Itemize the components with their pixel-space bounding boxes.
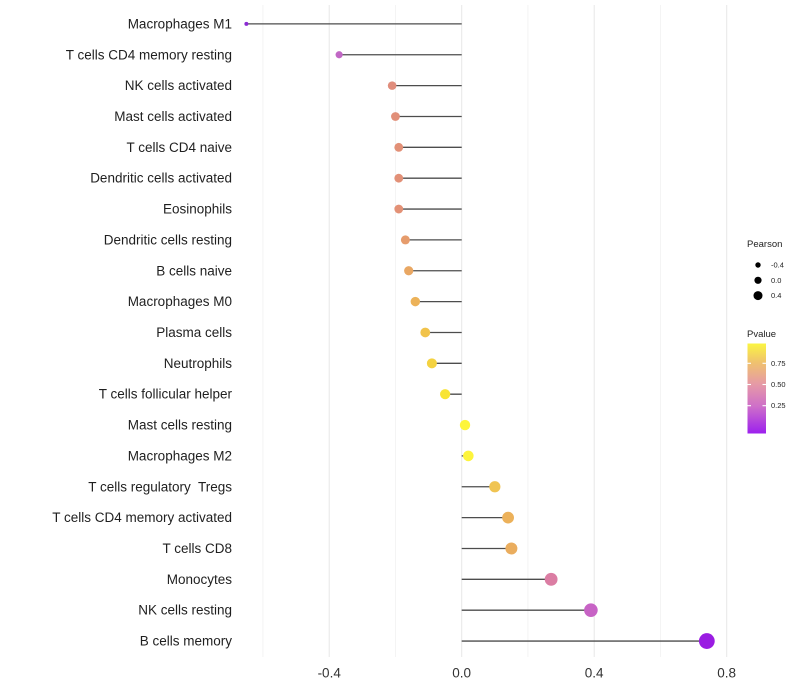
category-label: B cells naive [156, 263, 232, 278]
lollipop-dot [244, 21, 249, 26]
color-legend-title: Pvalue [747, 329, 776, 340]
color-legend-label: 0.50 [771, 380, 786, 389]
category-label: B cells memory [140, 634, 233, 649]
category-label: Macrophages M2 [128, 448, 232, 463]
lollipop-dot [420, 327, 431, 338]
x-tick-label: 0.8 [717, 666, 736, 681]
lollipop-dot [698, 633, 715, 649]
category-label: NK cells resting [138, 603, 232, 618]
category-label: Dendritic cells resting [104, 232, 232, 247]
color-legend-label: 0.75 [771, 359, 786, 368]
category-label: Eosinophils [163, 202, 232, 217]
category-label: T cells CD4 naive [126, 140, 232, 155]
lollipop-dot [584, 603, 598, 617]
x-tick-label: 0.0 [452, 666, 471, 681]
x-tick-label: -0.4 [318, 666, 342, 681]
size-legend-label: 0.0 [771, 276, 781, 285]
size-legend-dot [753, 291, 763, 301]
lollipop-dot [394, 142, 404, 152]
pvalue-colorbar [747, 343, 766, 434]
category-label: Monocytes [167, 572, 233, 587]
category-label: Macrophages M1 [128, 16, 232, 31]
lollipop-dot [440, 389, 451, 400]
x-tick-label: 0.4 [585, 666, 604, 681]
category-label: Neutrophils [164, 356, 233, 371]
lollipop-dot [404, 266, 414, 276]
category-label: NK cells activated [125, 78, 232, 93]
lollipop-dot [394, 173, 404, 183]
lollipop-dot [410, 296, 421, 307]
lollipop-dot [505, 542, 518, 555]
lollipop-dot [394, 204, 404, 214]
category-label: T cells CD4 memory activated [52, 510, 232, 525]
size-legend-dot [754, 276, 762, 284]
category-label: T cells CD4 memory resting [66, 47, 232, 62]
lollipop-dot [459, 419, 471, 431]
lollipop-dot [400, 235, 410, 245]
color-legend-label: 0.25 [771, 401, 786, 410]
lollipop-dot [502, 511, 514, 524]
size-legend-dot [755, 262, 761, 268]
size-legend-label: -0.4 [771, 261, 784, 270]
lollipop-dot [391, 112, 400, 121]
size-legend-label: 0.4 [771, 291, 781, 300]
category-label: Macrophages M0 [128, 294, 232, 309]
category-label: T cells CD8 [162, 541, 232, 556]
lollipop-dot [426, 358, 437, 369]
category-label: Plasma cells [156, 325, 232, 340]
category-label: T cells regulatory Tregs [88, 479, 232, 494]
category-label: Dendritic cells activated [90, 171, 232, 186]
lollipop-dot [544, 572, 558, 586]
category-label: Mast cells activated [114, 109, 232, 124]
category-label: Mast cells resting [128, 418, 232, 433]
lollipop-dot [335, 51, 343, 59]
size-legend-title: Pearson [747, 239, 782, 250]
lollipop-dot [387, 81, 397, 90]
category-label: T cells follicular helper [99, 387, 233, 402]
lollipop-dot [463, 450, 474, 462]
lollipop-dot [489, 481, 501, 493]
